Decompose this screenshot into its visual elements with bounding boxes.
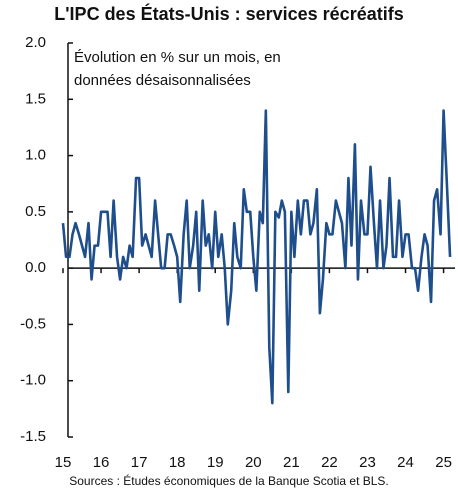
annotation: Évolution en % sur un mois, en données d… [74, 49, 281, 89]
y-tick-label: -1.5 [20, 428, 46, 445]
x-tick-label: 16 [93, 454, 110, 471]
x-tick-label: 24 [397, 454, 414, 471]
x-tick-label: 15 [55, 454, 72, 471]
y-tick-label: 1.5 [25, 90, 46, 107]
y-tick-label: 0.0 [25, 259, 46, 276]
y-tick-label: -1.0 [20, 372, 46, 389]
x-tick-label: 19 [207, 454, 224, 471]
x-tick-label: 25 [435, 454, 452, 471]
x-tick-label: 23 [359, 454, 376, 471]
y-tick-label: 2.0 [25, 34, 46, 51]
chart-title: L'IPC des États-Unis : services récréati… [54, 4, 404, 24]
x-tick-label: 18 [169, 454, 186, 471]
x-tick-label: 22 [321, 454, 338, 471]
y-tick-label: 0.5 [25, 203, 46, 220]
x-tick-label: 20 [245, 454, 262, 471]
y-tick-label: -0.5 [20, 315, 46, 332]
source: Sources : Études économiques de la Banqu… [69, 474, 389, 488]
y-tick-label: 1.0 [25, 147, 46, 164]
x-tick-label: 17 [131, 454, 148, 471]
x-tick-label: 21 [283, 454, 300, 471]
series-line [61, 109, 452, 405]
